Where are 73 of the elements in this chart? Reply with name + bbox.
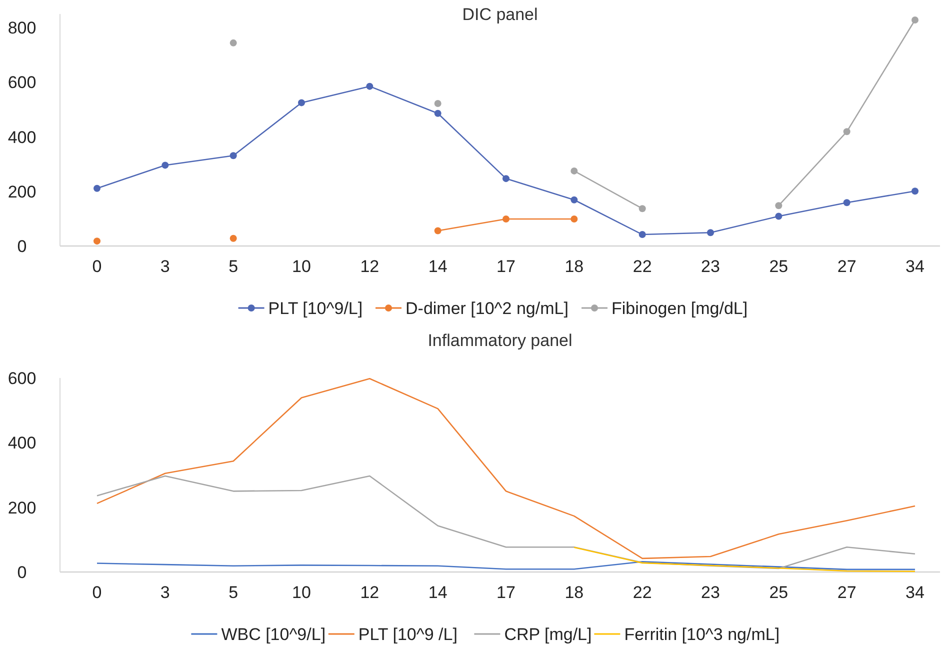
legend-label: WBC [10^9/L] bbox=[221, 624, 326, 644]
point bbox=[298, 99, 305, 106]
x-tick-label: 25 bbox=[769, 583, 788, 602]
chart-title: DIC panel bbox=[462, 5, 538, 24]
legend-label: PLT [10^9/L] bbox=[268, 298, 363, 318]
x-tick-label: 17 bbox=[496, 583, 516, 602]
x-tick-label: 5 bbox=[228, 583, 238, 602]
point bbox=[843, 199, 850, 206]
point bbox=[502, 175, 510, 182]
legend-label: PLT [10^9 /L] bbox=[358, 624, 458, 644]
point bbox=[570, 215, 578, 222]
x-tick-label: 12 bbox=[360, 583, 380, 602]
x-tick-label: 3 bbox=[160, 257, 170, 276]
y-tick-label: 400 bbox=[8, 128, 36, 147]
x-tick-label: 12 bbox=[360, 257, 380, 276]
legend-label: CRP [mg/L] bbox=[504, 624, 592, 644]
x-tick-label: 10 bbox=[292, 257, 311, 276]
point bbox=[230, 234, 237, 242]
point bbox=[843, 128, 850, 136]
y-tick-label: 600 bbox=[8, 73, 36, 92]
x-tick-label: 25 bbox=[769, 257, 788, 276]
x-tick-label: 18 bbox=[564, 257, 584, 276]
point bbox=[775, 202, 782, 210]
x-tick-label: 23 bbox=[701, 583, 720, 602]
y-tick-label: 600 bbox=[8, 368, 36, 388]
x-tick-label: 22 bbox=[632, 583, 652, 602]
chart-title: Inflammatory panel bbox=[428, 331, 572, 350]
line-series bbox=[574, 546, 916, 572]
x-tick-label: 0 bbox=[92, 257, 102, 276]
point bbox=[94, 184, 100, 192]
point bbox=[162, 162, 169, 169]
x-tick-label: 10 bbox=[292, 583, 311, 602]
x-tick-label: 27 bbox=[837, 583, 856, 602]
x-tick-label: 0 bbox=[92, 583, 102, 602]
y-tick-label: 200 bbox=[8, 498, 36, 518]
point bbox=[570, 167, 578, 174]
x-tick-label: 14 bbox=[428, 257, 448, 276]
x-tick-label: 18 bbox=[564, 583, 584, 602]
x-tick-label: 5 bbox=[228, 257, 238, 276]
point bbox=[638, 231, 646, 238]
point bbox=[366, 82, 374, 90]
y-tick-label: 400 bbox=[8, 434, 36, 453]
x-tick-label: 3 bbox=[160, 583, 170, 602]
line-series bbox=[96, 378, 916, 560]
y-tick-label: 800 bbox=[8, 18, 36, 38]
line-series bbox=[96, 561, 916, 570]
point bbox=[502, 215, 510, 222]
legend-label: D-dimer [10^2 ng/mL] bbox=[406, 298, 568, 318]
legend-label: Ferritin [10^3 ng/mL] bbox=[624, 624, 780, 644]
x-tick-label: 22 bbox=[632, 257, 652, 276]
x-tick-label: 27 bbox=[837, 257, 856, 276]
x-tick-label: 23 bbox=[701, 257, 720, 276]
x-tick-label: 34 bbox=[906, 583, 924, 602]
y-tick-label: 200 bbox=[8, 182, 36, 202]
line-series bbox=[96, 475, 916, 570]
x-tick-label: 34 bbox=[906, 257, 924, 276]
y-tick-label: 0 bbox=[17, 236, 27, 256]
point bbox=[707, 229, 714, 236]
point bbox=[775, 212, 782, 220]
point bbox=[570, 196, 578, 204]
point bbox=[434, 110, 442, 117]
x-tick-label: 17 bbox=[496, 257, 516, 276]
point bbox=[434, 227, 442, 234]
point bbox=[230, 39, 237, 46]
legend-label: Fibinogen [mg/dL] bbox=[612, 298, 748, 318]
point bbox=[94, 238, 100, 245]
y-tick-label: 0 bbox=[17, 562, 27, 582]
point bbox=[230, 152, 237, 160]
point bbox=[434, 100, 442, 108]
point bbox=[638, 205, 646, 212]
point bbox=[912, 16, 918, 24]
point bbox=[912, 188, 918, 195]
x-tick-label: 14 bbox=[428, 583, 448, 602]
